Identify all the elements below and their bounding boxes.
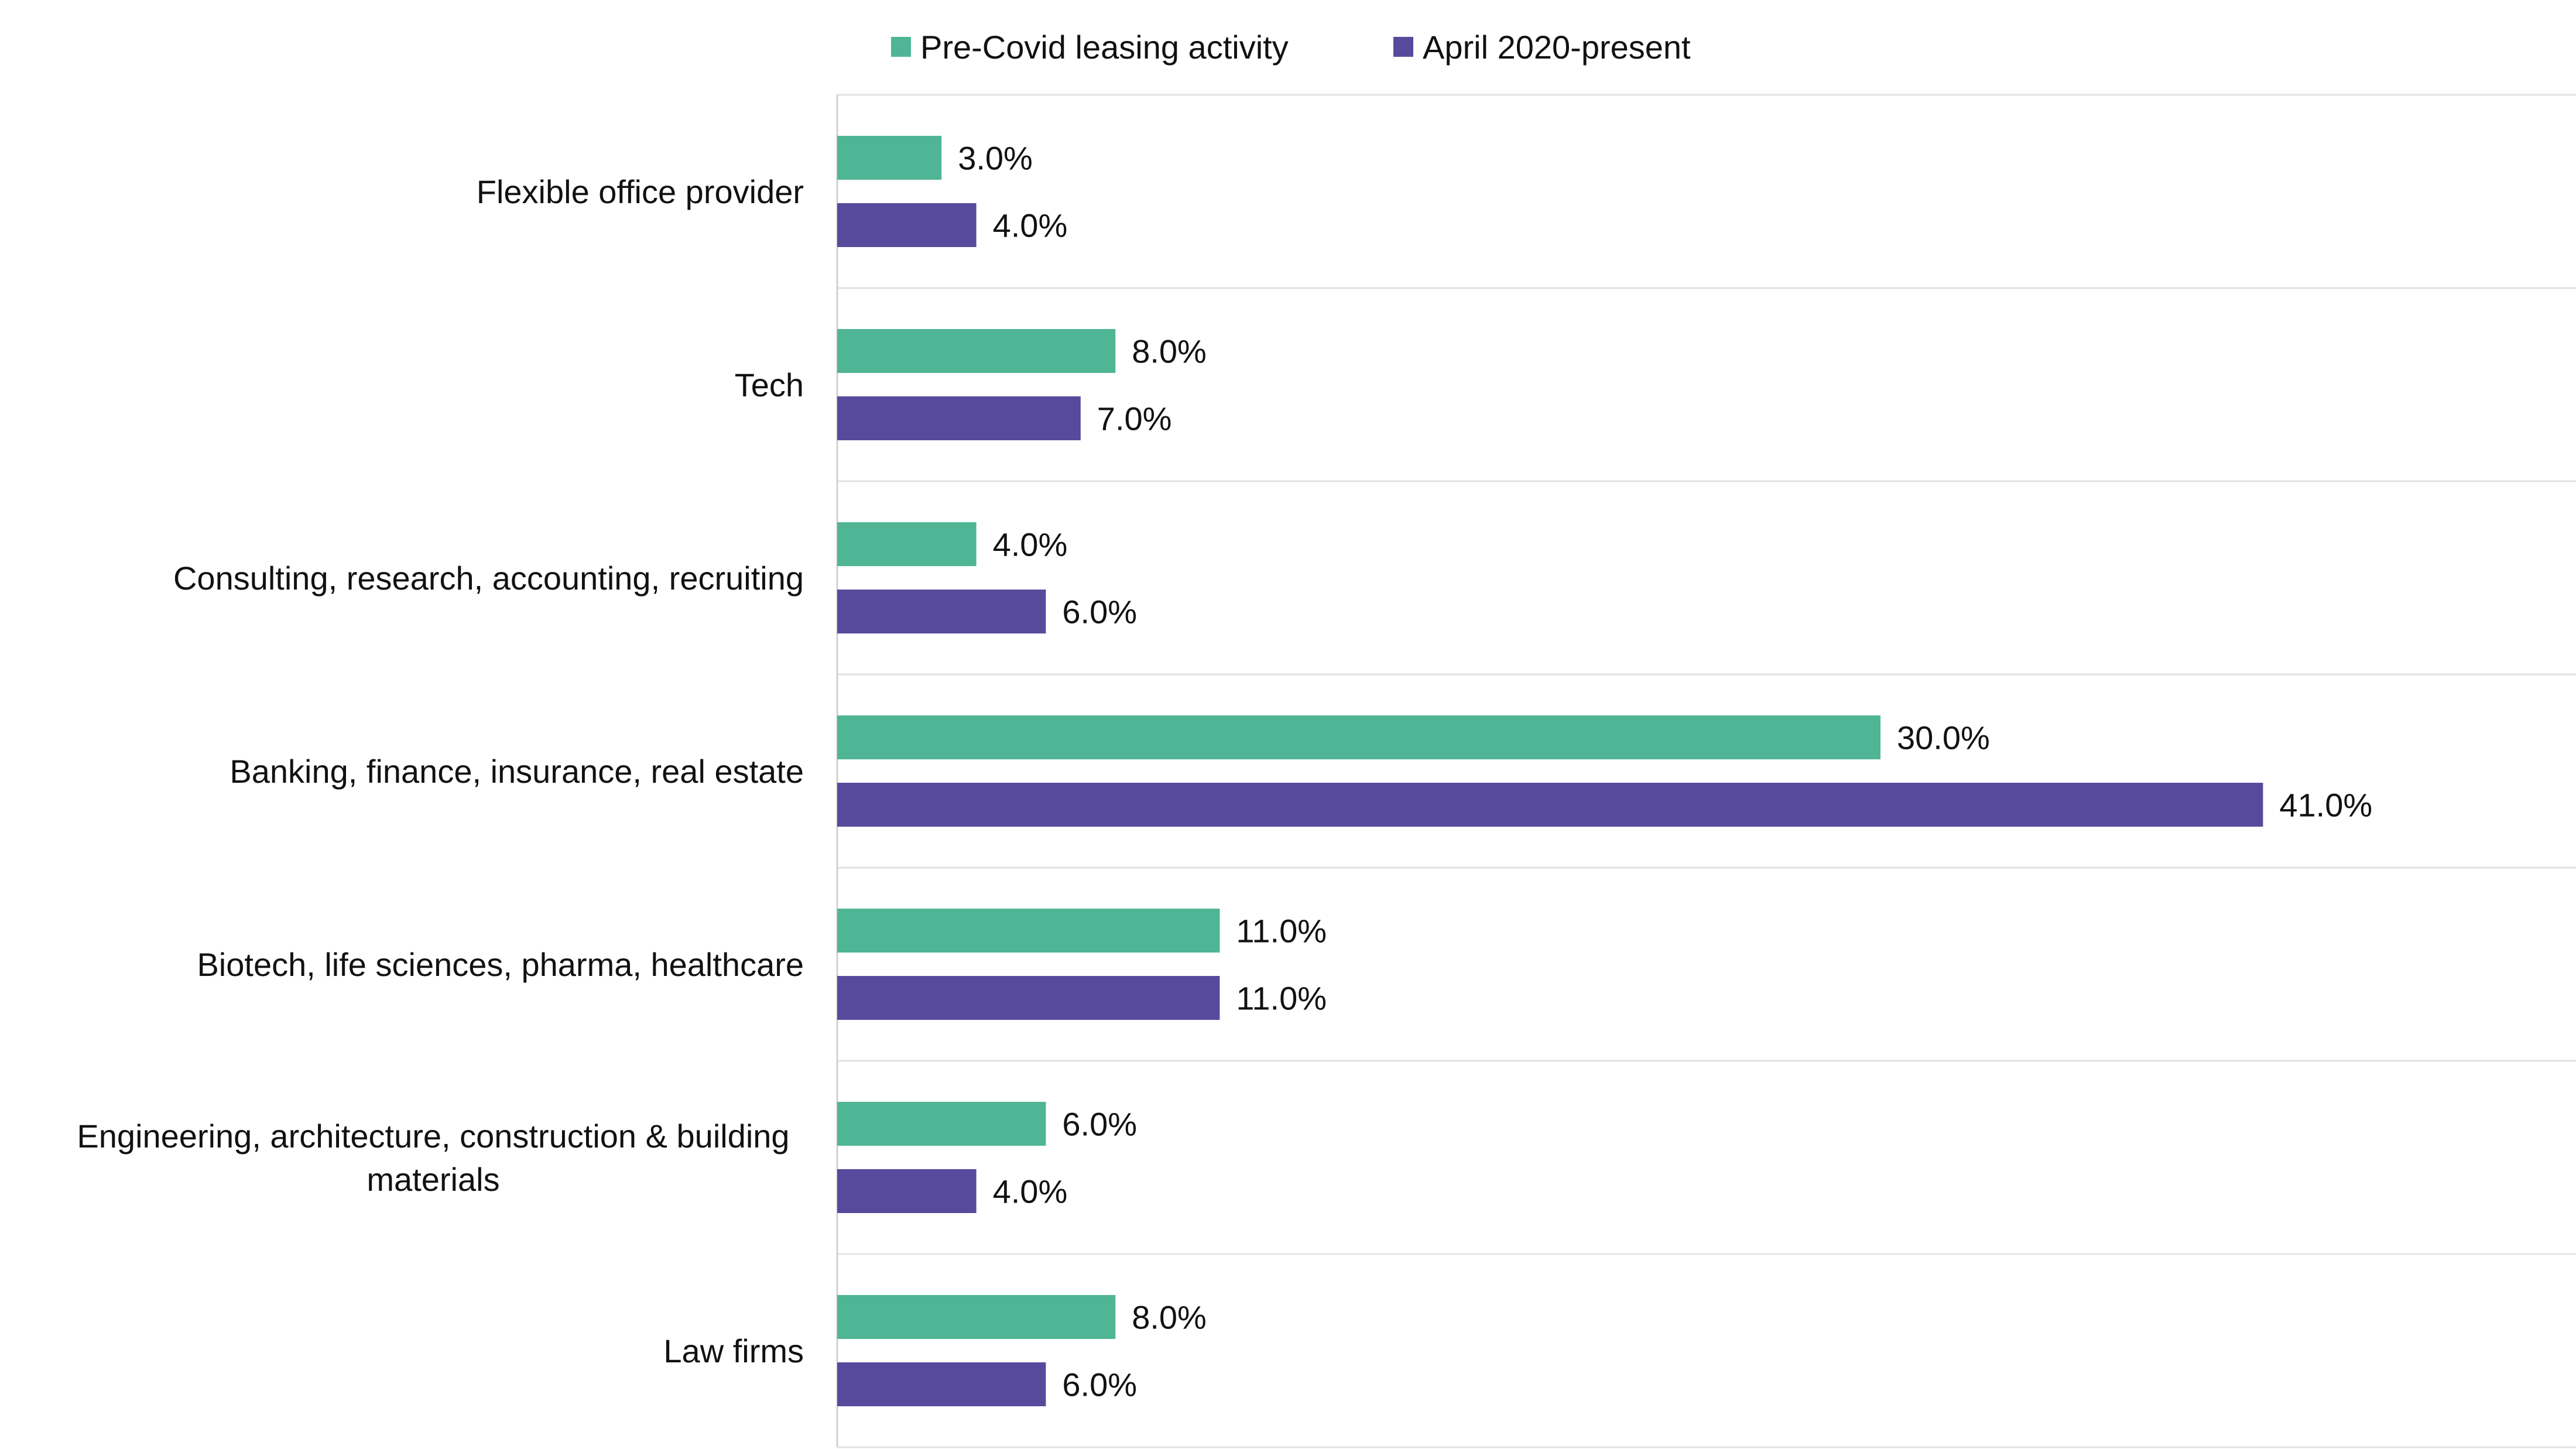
data-label-pre-covid: 8.0%	[1132, 333, 1207, 370]
y-tick-label: Flexible office provider	[477, 173, 804, 210]
bar-pre-covid	[837, 909, 1220, 953]
y-tick-label-line: materials	[366, 1161, 499, 1198]
bar-pre-covid	[837, 1295, 1116, 1339]
bar-april-2020	[837, 396, 1081, 440]
y-tick-label: Engineering, architecture, construction …	[77, 1118, 789, 1198]
bar-pre-covid	[837, 136, 942, 180]
y-tick-label: Tech	[735, 366, 804, 403]
y-tick-label: Biotech, life sciences, pharma, healthca…	[197, 946, 804, 983]
data-label-april-2020: 41.0%	[2279, 787, 2372, 824]
data-label-pre-covid: 3.0%	[958, 140, 1033, 177]
bar-pre-covid	[837, 329, 1116, 373]
legend-label-pre-covid: Pre-Covid leasing activity	[920, 28, 1289, 66]
bar-april-2020	[837, 976, 1220, 1020]
y-tick-label: Consulting, research, accounting, recrui…	[173, 560, 804, 597]
legend-item-pre-covid: Pre-Covid leasing activity	[891, 23, 1289, 70]
bar-pre-covid	[837, 715, 1880, 759]
legend-item-april-2020: April 2020-present	[1393, 23, 1691, 70]
data-label-pre-covid: 6.0%	[1062, 1106, 1137, 1143]
data-label-pre-covid: 4.0%	[993, 526, 1068, 563]
bar-april-2020	[837, 1362, 1046, 1406]
data-label-april-2020: 6.0%	[1062, 594, 1137, 631]
bar-april-2020	[837, 783, 2263, 827]
bar-april-2020	[837, 590, 1046, 633]
bar-april-2020	[837, 203, 977, 247]
data-label-april-2020: 7.0%	[1097, 400, 1172, 437]
legend-swatch-april-2020	[1393, 37, 1413, 57]
y-tick-label-line: Engineering, architecture, construction …	[77, 1118, 789, 1155]
data-label-pre-covid: 8.0%	[1132, 1299, 1207, 1336]
y-tick-label: Law firms	[663, 1332, 804, 1369]
legend-label-april-2020: April 2020-present	[1423, 28, 1691, 66]
bar-pre-covid	[837, 1102, 1046, 1146]
data-label-pre-covid: 30.0%	[1897, 720, 1990, 756]
data-label-april-2020: 4.0%	[993, 1173, 1068, 1210]
data-label-april-2020: 4.0%	[993, 207, 1068, 244]
data-label-april-2020: 11.0%	[1236, 980, 1327, 1017]
legend-swatch-pre-covid	[891, 37, 911, 57]
y-tick-label: Banking, finance, insurance, real estate	[229, 753, 804, 790]
data-label-pre-covid: 11.0%	[1236, 913, 1327, 950]
legend: Pre-Covid leasing activity April 2020-pr…	[0, 23, 2576, 70]
bar-april-2020	[837, 1169, 977, 1213]
bar-pre-covid	[837, 522, 977, 566]
data-label-april-2020: 6.0%	[1062, 1366, 1137, 1403]
